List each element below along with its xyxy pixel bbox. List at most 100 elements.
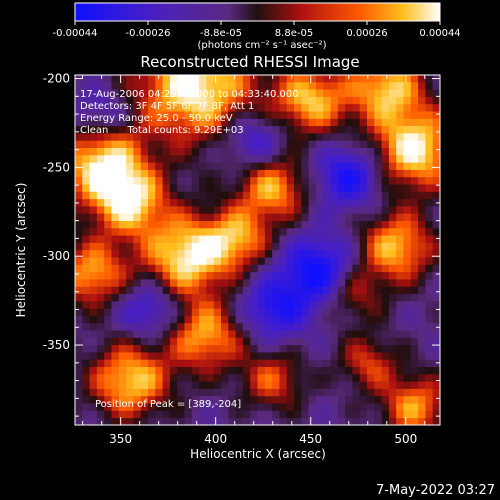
heatmap-cell: [118, 367, 127, 375]
heatmap-cell: [286, 140, 295, 149]
heatmap-cell: [294, 359, 302, 368]
heatmap-cell: [250, 199, 258, 207]
heatmap-cell: [75, 184, 83, 193]
heatmap-cell: [75, 140, 83, 149]
heatmap-cell: [272, 133, 280, 142]
heatmap-cell: [111, 206, 120, 215]
heatmap-cell: [148, 264, 156, 273]
heatmap-cell: [337, 82, 346, 91]
heatmap-cell: [359, 388, 368, 397]
heatmap-cell: [418, 242, 426, 251]
heatmap-cell: [432, 301, 440, 310]
heatmap-cell: [272, 169, 280, 178]
heatmap-cell: [301, 169, 310, 178]
heatmap-cell: [279, 396, 288, 404]
heatmap-cell: [242, 213, 251, 222]
heatmap-cell: [315, 272, 324, 280]
heatmap-cell: [257, 257, 266, 266]
heatmap-cell: [162, 272, 171, 280]
heatmap-cell: [228, 308, 237, 317]
heatmap-cell: [177, 323, 185, 331]
heatmap-cell: [162, 352, 171, 361]
heatmap-cell: [118, 75, 127, 83]
heatmap-cell: [235, 235, 244, 244]
heatmap-cell: [104, 323, 112, 331]
heatmap-cell: [155, 162, 164, 171]
heatmap-cell: [126, 374, 134, 383]
heatmap-cell: [104, 162, 112, 171]
heatmap-cell: [432, 126, 440, 134]
heatmap-cell: [126, 257, 134, 266]
heatmap-cell: [301, 162, 310, 171]
heatmap-cell: [272, 294, 280, 302]
heatmap-cell: [286, 367, 295, 375]
heatmap-cell: [352, 374, 361, 383]
heatmap-cell: [345, 162, 353, 171]
heatmap-cell: [235, 345, 244, 353]
heatmap-cell: [155, 169, 164, 178]
heatmap-cell: [148, 184, 156, 193]
heatmap-cell: [213, 191, 222, 200]
heatmap-cell: [140, 104, 149, 112]
heatmap-cell: [162, 418, 171, 425]
heatmap-cell: [82, 410, 91, 419]
heatmap-cell: [352, 301, 361, 310]
heatmap-cell: [250, 381, 258, 390]
heatmap-cell: [184, 235, 193, 244]
heatmap-cell: [177, 396, 185, 404]
heatmap-cell: [257, 148, 266, 156]
heatmap-cell: [323, 359, 331, 368]
heatmap-cell: [396, 264, 404, 273]
heatmap-cell: [228, 184, 237, 193]
heatmap-cell: [155, 396, 164, 404]
heatmap-cell: [301, 184, 310, 193]
heatmap-cell: [148, 118, 156, 127]
heatmap-cell: [221, 162, 229, 171]
heatmap-cell: [126, 169, 134, 178]
heatmap-cell: [286, 235, 295, 244]
heatmap-cell: [286, 257, 295, 266]
heatmap-cell: [272, 345, 280, 353]
heatmap-cell: [330, 396, 339, 404]
heatmap-cell: [213, 374, 222, 383]
heatmap-cell: [418, 148, 426, 156]
heatmap-cell: [140, 206, 149, 215]
heatmap-cell: [206, 272, 215, 280]
heatmap-cell: [294, 367, 302, 375]
heatmap-cell: [242, 75, 251, 83]
heatmap-cell: [242, 301, 251, 310]
heatmap-cell: [75, 96, 83, 105]
heatmap-cell: [213, 89, 222, 98]
heatmap-cell: [228, 191, 237, 200]
heatmap-cell: [184, 155, 193, 164]
heatmap-cell: [294, 184, 302, 193]
heatmap-cell: [286, 177, 295, 185]
heatmap-cell: [169, 126, 178, 134]
heatmap-cell: [221, 410, 229, 419]
heatmap-cell: [337, 235, 346, 244]
heatmap-cell: [111, 272, 120, 280]
heatmap-cell: [133, 410, 142, 419]
heatmap-cell: [191, 213, 200, 222]
heatmap-cell: [323, 294, 331, 302]
colorbar-tick-label: -0.00026: [126, 28, 171, 39]
heatmap-cell: [111, 155, 120, 164]
heatmap-cell: [279, 337, 288, 346]
heatmap-cell: [279, 308, 288, 317]
heatmap-cell: [345, 89, 353, 98]
heatmap-cell: [133, 133, 142, 142]
heatmap-cell: [315, 308, 324, 317]
heatmap-cell: [381, 155, 390, 164]
heatmap-cell: [133, 396, 142, 404]
heatmap-cell: [330, 96, 339, 105]
heatmap-cell: [75, 410, 83, 419]
heatmap-cell: [104, 96, 112, 105]
heatmap-cell: [330, 133, 339, 142]
heatmap-cell: [345, 199, 353, 207]
heatmap-cell: [352, 155, 361, 164]
heatmap-cell: [126, 272, 134, 280]
heatmap-cell: [191, 104, 200, 112]
heatmap-cell: [352, 89, 361, 98]
heatmap-cell: [140, 403, 149, 412]
heatmap-cell: [155, 206, 164, 215]
